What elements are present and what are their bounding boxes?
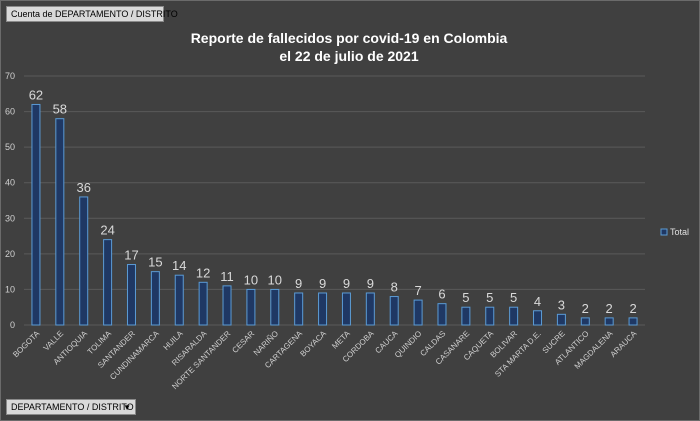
data-label: 2	[629, 301, 636, 316]
x-category-label: STA MARTA D.E.	[493, 329, 543, 379]
x-category-label: ARAUCA	[609, 329, 639, 359]
data-label: 10	[244, 272, 258, 287]
y-tick-label: 30	[5, 213, 15, 223]
bar[interactable]	[580, 317, 590, 326]
bar[interactable]	[628, 317, 638, 326]
report-filter-field-button[interactable]: Cuenta de DEPARTAMENTO / DISTRITO	[6, 6, 178, 22]
y-tick-label: 50	[5, 142, 15, 152]
bar[interactable]	[437, 303, 447, 326]
data-label: 9	[343, 276, 350, 291]
data-label: 8	[391, 280, 398, 295]
legend: Total	[660, 227, 689, 237]
dropdown-arrow-icon: ▼	[123, 403, 131, 412]
axis-field-button[interactable]: DEPARTAMENTO / DISTRITO ▼	[6, 399, 136, 415]
data-label: 2	[582, 301, 589, 316]
data-label: 5	[510, 290, 517, 305]
bar[interactable]	[461, 306, 471, 326]
axis-field-label: DEPARTAMENTO / DISTRITO	[11, 402, 134, 412]
bar[interactable]	[485, 306, 495, 326]
data-label: 5	[462, 290, 469, 305]
data-label: 14	[172, 258, 186, 273]
data-label: 9	[367, 276, 374, 291]
y-tick-label: 40	[5, 178, 15, 188]
bar[interactable]	[318, 292, 328, 326]
x-category-label: BOGOTA	[11, 329, 42, 360]
data-label: 36	[76, 180, 90, 195]
bar[interactable]	[55, 118, 65, 326]
bar[interactable]	[556, 313, 566, 326]
bar[interactable]	[604, 317, 614, 326]
chart-title-line-1: Reporte de fallecidos por covid-19 en Co…	[191, 30, 508, 46]
legend-entry-total: Total	[670, 227, 689, 237]
bar[interactable]	[174, 274, 184, 326]
y-tick-label: 10	[5, 284, 15, 294]
data-label: 10	[268, 272, 282, 287]
bar[interactable]	[126, 264, 136, 326]
data-label: 9	[295, 276, 302, 291]
data-label: 6	[438, 287, 445, 302]
data-label: 58	[53, 102, 67, 117]
x-category-label: META	[330, 329, 352, 351]
data-label: 2	[606, 301, 613, 316]
report-filter-label: Cuenta de DEPARTAMENTO / DISTRITO	[11, 9, 178, 19]
chart-title-line-2: el 22 de julio de 2021	[279, 48, 419, 64]
data-label: 9	[319, 276, 326, 291]
bar[interactable]	[294, 292, 304, 326]
bar[interactable]	[150, 271, 160, 326]
data-label: 5	[486, 290, 493, 305]
data-label: 24	[100, 223, 114, 238]
bar[interactable]	[79, 196, 89, 326]
data-label: 7	[414, 283, 421, 298]
data-label: 11	[220, 269, 234, 284]
bar[interactable]	[533, 310, 543, 326]
bar[interactable]	[103, 239, 113, 326]
data-label: 3	[558, 297, 565, 312]
bar[interactable]	[509, 306, 519, 326]
data-label: 12	[196, 265, 210, 280]
bar[interactable]	[222, 285, 232, 326]
bar[interactable]	[31, 103, 41, 326]
x-category-label: BOYACA	[298, 329, 328, 359]
bar[interactable]	[341, 292, 351, 326]
bar[interactable]	[198, 281, 208, 326]
bar[interactable]	[389, 296, 399, 326]
legend-swatch	[660, 228, 668, 236]
bar[interactable]	[365, 292, 375, 326]
bar[interactable]	[270, 288, 280, 326]
y-tick-label: 0	[10, 320, 15, 330]
bar[interactable]	[246, 288, 256, 326]
bar[interactable]	[413, 299, 423, 326]
data-label: 17	[124, 248, 138, 263]
data-label: 4	[534, 294, 541, 309]
y-tick-label: 60	[5, 107, 15, 117]
data-label: 62	[29, 87, 43, 102]
data-label: 15	[148, 255, 162, 270]
y-tick-label: 70	[5, 71, 15, 81]
y-tick-label: 20	[5, 249, 15, 259]
